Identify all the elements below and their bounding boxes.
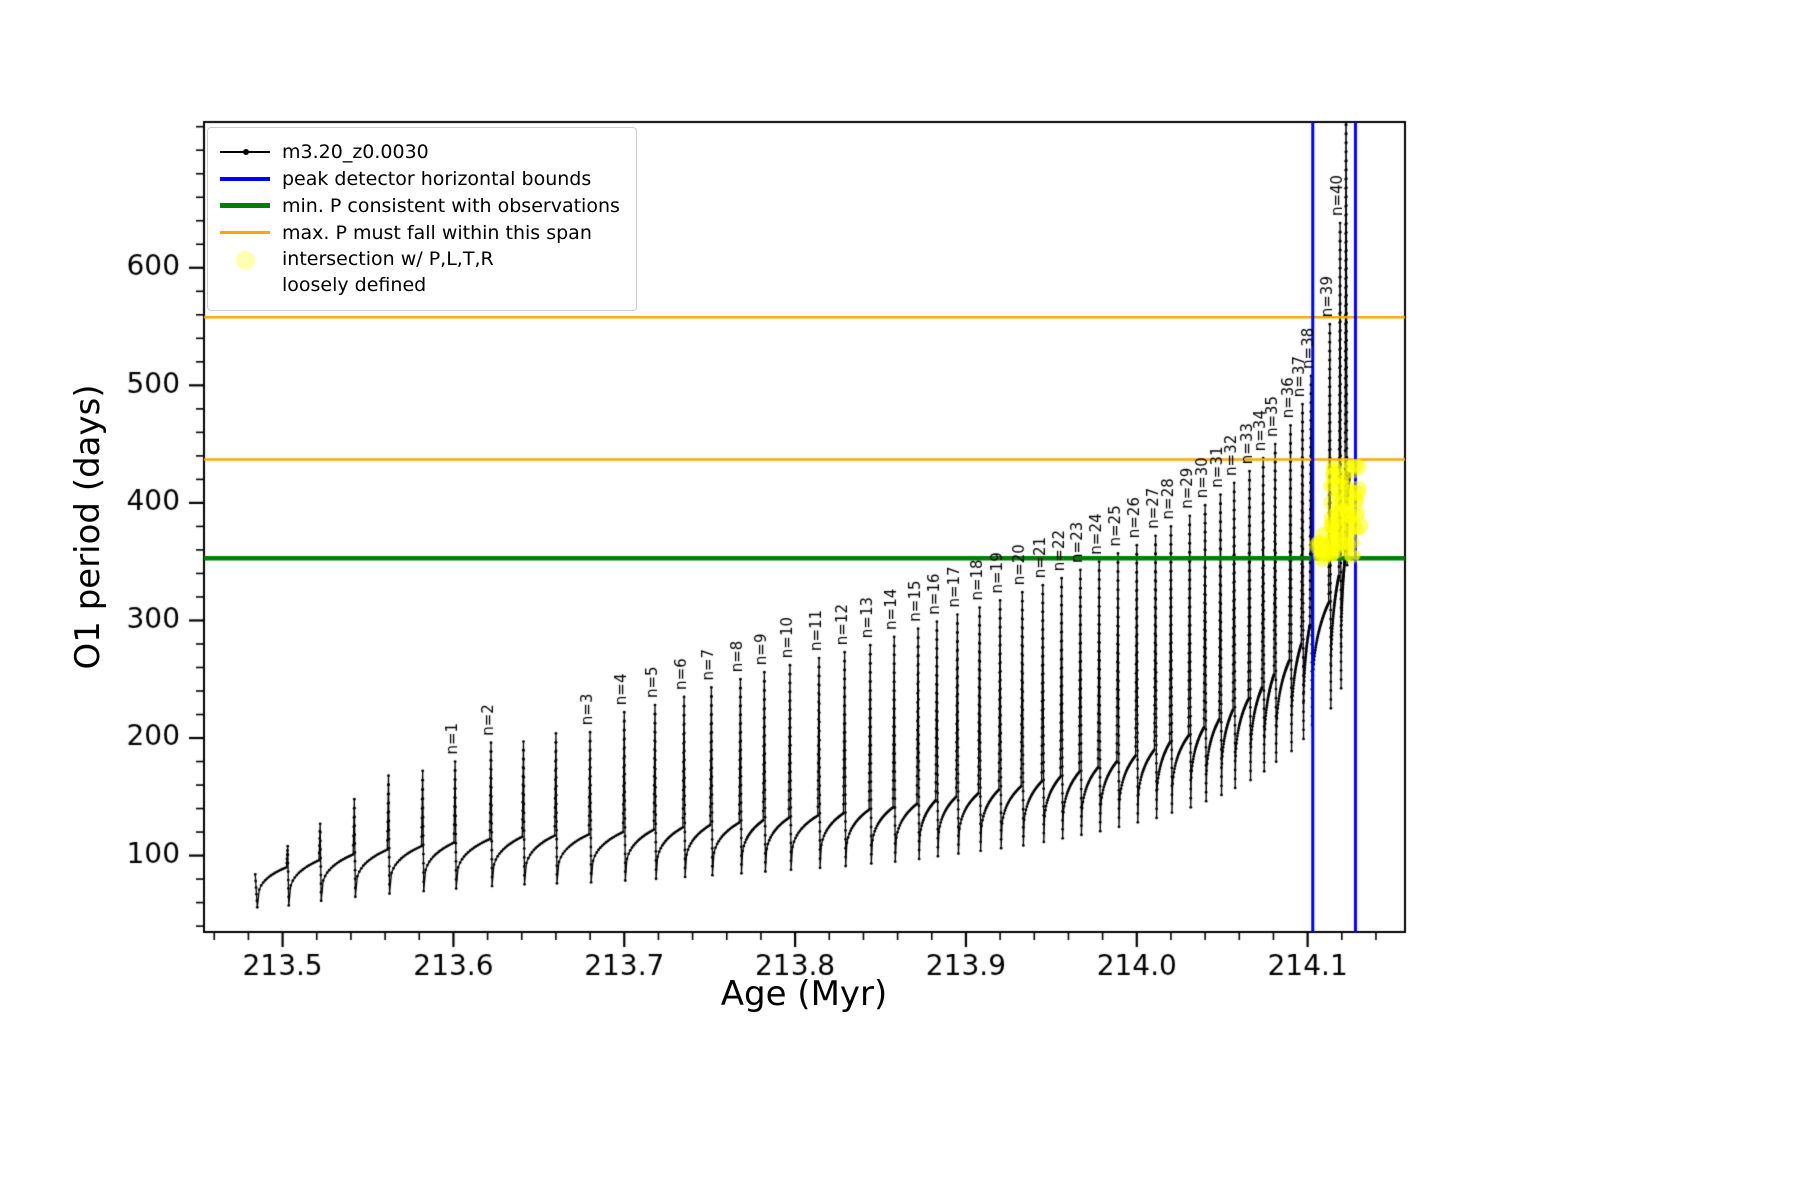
legend-item-max-p: max. P must fall within this span: [220, 219, 620, 246]
legend-line-swatch-orange: [220, 231, 270, 234]
legend-line-swatch-blue: [220, 176, 270, 181]
legend-label-peak-bounds: peak detector horizontal bounds: [282, 167, 592, 190]
legend-line-dot-sample: [220, 148, 270, 155]
legend-item-peak-bounds: peak detector horizontal bounds: [220, 165, 620, 192]
legend-item-intersection: intersection w/ P,L,T,R loosely defined: [220, 246, 620, 300]
legend-label-intersection-line1: intersection w/ P,L,T,R: [282, 248, 494, 270]
legend-line-swatch-green: [220, 203, 270, 208]
legend-circle-swatch-yellow: [235, 251, 255, 270]
legend-label-intersection: intersection w/ P,L,T,R loosely defined: [282, 246, 494, 298]
y-axis-label: O1 period (days): [68, 384, 108, 670]
legend-item-min-p: min. P consistent with observations: [220, 192, 620, 219]
legend-line-sample-blue: [220, 176, 270, 181]
legend: m3.20_z0.0030 peak detector horizontal b…: [207, 127, 637, 311]
legend-label-max-p: max. P must fall within this span: [282, 221, 592, 244]
legend-line-sample-orange: [220, 231, 270, 234]
legend-dot-swatch-black: [243, 148, 249, 155]
legend-label-intersection-line2: loosely defined: [282, 274, 427, 296]
legend-line-sample-green: [220, 203, 270, 208]
legend-label-min-p: min. P consistent with observations: [282, 194, 620, 217]
legend-label-series: m3.20_z0.0030: [282, 140, 429, 163]
legend-item-series: m3.20_z0.0030: [220, 138, 620, 165]
x-axis-label: Age (Myr): [720, 974, 888, 1014]
legend-circle-sample-yellow: [220, 251, 270, 270]
